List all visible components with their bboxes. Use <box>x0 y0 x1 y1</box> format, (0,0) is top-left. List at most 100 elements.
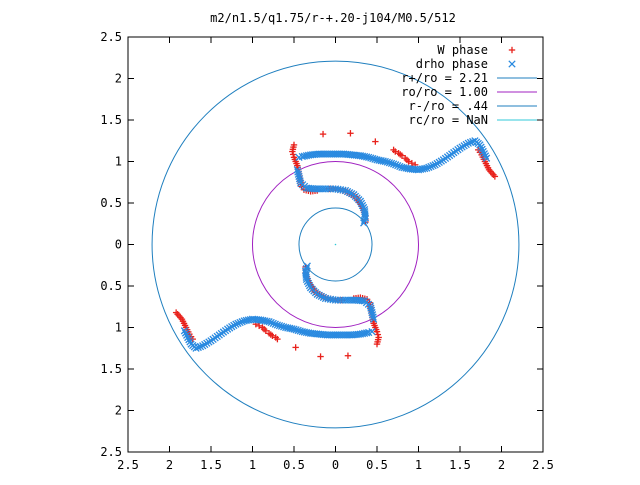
marker-stroke <box>295 174 304 183</box>
w-phase-point <box>398 152 406 159</box>
drho-phase-point <box>508 60 516 68</box>
marker-stroke <box>381 157 389 166</box>
marker-stroke <box>345 188 354 197</box>
marker-stroke <box>358 152 367 160</box>
marker-stroke <box>481 152 490 160</box>
marker-stroke <box>306 284 315 292</box>
marker-stroke <box>360 219 368 227</box>
circle-r <box>252 161 419 328</box>
marker-stroke <box>238 318 246 326</box>
marker-stroke <box>185 336 193 344</box>
marker-stroke <box>298 327 306 336</box>
marker-stroke <box>317 292 326 301</box>
marker-stroke <box>267 318 275 327</box>
drho-phase-point <box>359 203 368 212</box>
x-tick-label: 0.5 <box>366 458 388 472</box>
drho-phase-point <box>423 164 431 172</box>
drho-phase-point <box>185 336 193 344</box>
marker-stroke <box>387 159 396 168</box>
y-tick-label: 1.5 <box>100 113 122 127</box>
drho-phase-point <box>181 329 190 337</box>
marker-stroke <box>394 161 402 170</box>
x-tick-label: 1.5 <box>449 458 471 472</box>
drho-phase-point <box>304 279 313 288</box>
marker-stroke <box>282 323 290 332</box>
series-layer <box>172 130 499 360</box>
drho-phase-point <box>358 201 367 210</box>
drho-phase-point <box>421 164 429 173</box>
drho-phase-point <box>369 313 377 321</box>
marker-stroke <box>508 60 516 68</box>
drho-phase-point <box>275 321 284 330</box>
marker-stroke <box>367 154 375 162</box>
drho-phase-point <box>199 342 207 350</box>
drho-phase-point <box>301 267 310 275</box>
marker-stroke <box>429 161 437 170</box>
y-tick-label: 2.5 <box>100 30 122 44</box>
marker-stroke <box>321 294 330 303</box>
drho-phase-point <box>317 292 326 301</box>
marker-stroke <box>369 154 377 163</box>
drho-phase-point <box>315 291 323 299</box>
drho-phase-point <box>367 304 375 312</box>
drho-phase-point <box>271 320 279 328</box>
drho-phase-point <box>269 319 277 328</box>
drho-phase-point <box>234 319 242 328</box>
y-tick-label: 2 <box>115 72 122 86</box>
drho-phase-point <box>294 326 302 335</box>
marker-stroke <box>324 295 332 303</box>
marker-stroke <box>367 306 376 315</box>
marker-stroke <box>369 313 377 321</box>
drho-phase-point <box>296 177 304 185</box>
marker-stroke <box>290 325 298 333</box>
marker-stroke <box>275 321 284 330</box>
x-tick-label: 2.5 <box>117 458 139 472</box>
drho-phase-point <box>294 168 302 176</box>
marker-stroke <box>293 166 301 174</box>
marker-stroke <box>261 317 269 325</box>
marker-stroke <box>482 154 491 162</box>
drho-phase-point <box>476 141 484 149</box>
marker-stroke <box>271 320 279 328</box>
marker-stroke <box>182 331 191 339</box>
drho-phase-point <box>339 186 347 194</box>
marker-stroke <box>480 150 489 158</box>
marker-stroke <box>427 162 435 171</box>
drho-phase-point <box>277 322 286 330</box>
drho-phase-point <box>356 197 365 205</box>
drho-phase-point <box>186 338 194 346</box>
drho-phase-point <box>427 162 435 171</box>
drho-phase-point <box>196 342 205 351</box>
marker-stroke <box>240 317 248 325</box>
circle-r <box>151 60 520 429</box>
drho-phase-point <box>324 295 332 303</box>
drho-phase-point <box>187 340 195 348</box>
w-phase-point <box>272 334 279 341</box>
marker-stroke <box>302 328 311 337</box>
drho-phase-point <box>303 277 312 286</box>
drho-phase-point <box>282 323 290 332</box>
w-phase-point <box>259 324 266 331</box>
marker-stroke <box>184 333 192 342</box>
y-tick-label: 1 <box>115 155 122 169</box>
marker-stroke <box>341 186 350 195</box>
drho-phase-point <box>302 264 311 273</box>
marker-stroke <box>464 139 472 147</box>
legend-label: rc/ro = NaN <box>409 113 488 127</box>
legend-label: r-/ro = .44 <box>409 99 488 113</box>
drho-phase-point <box>362 153 371 161</box>
drho-phase-point <box>394 161 402 170</box>
w-phase-point <box>172 309 180 316</box>
drho-phase-point <box>343 187 352 196</box>
drho-phase-point <box>180 327 189 335</box>
marker-stroke <box>180 327 189 335</box>
drho-phase-point <box>477 143 485 151</box>
y-tick-label: 1.5 <box>100 362 122 376</box>
marker-stroke <box>358 201 367 210</box>
marker-stroke <box>377 157 385 165</box>
marker-stroke <box>273 321 282 329</box>
marker-stroke <box>362 153 371 161</box>
drho-phase-point <box>365 153 373 162</box>
